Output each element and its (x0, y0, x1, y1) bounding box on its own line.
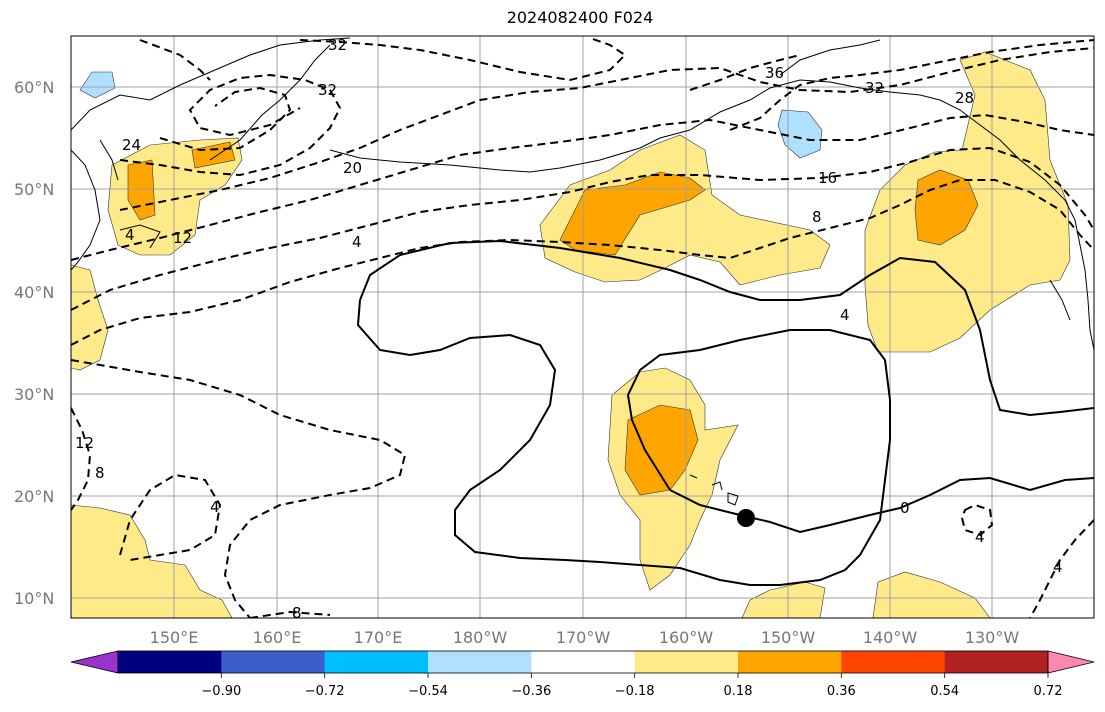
colorbar-tick-label: 0.54 (930, 684, 959, 699)
coastline-asia-west (71, 139, 161, 271)
contour-label: 8 (292, 604, 302, 622)
colorbar-segment (428, 651, 532, 673)
contour-label: 4 (352, 233, 362, 251)
colorbar-segment (944, 651, 1049, 673)
contour-label: 0 (900, 499, 910, 517)
contour-label: 24 (122, 136, 141, 154)
map-border (70, 35, 1095, 619)
lat-label: 40°N (14, 283, 54, 302)
colorbar-segment (841, 651, 946, 673)
latitude-labels: 60°N 50°N 40°N 30°N 20°N 10°N (14, 78, 54, 608)
coastline-alaska (689, 39, 1081, 246)
coastline-kamchatka (71, 37, 351, 161)
contour-neg-32b (729, 39, 1094, 131)
shade-region-west-yellow (71, 264, 109, 371)
lon-label: 140°W (863, 628, 918, 647)
contour-label-group: 32 32 36 32 28 24 20 16 12 8 4 4 0 4 8 1… (75, 36, 1063, 622)
contour-neg-28 (159, 86, 292, 152)
contour-neg-32 (139, 37, 627, 82)
lon-label: 160°E (253, 628, 302, 647)
contour-label: 28 (955, 89, 974, 107)
colorbar-tick-label: −0.18 (615, 684, 655, 699)
colorbar-tick-label: 0.36 (827, 684, 856, 699)
contour-label: 36 (765, 64, 784, 82)
colorbar-segment (634, 651, 739, 673)
lon-label: 130°W (965, 628, 1020, 647)
lat-label: 10°N (14, 589, 54, 608)
lon-label: 160°W (659, 628, 714, 647)
contour-se-loop (960, 503, 994, 537)
shade-region-south-yellow-2 (872, 571, 991, 618)
lat-label: 60°N (14, 78, 54, 97)
colorbar-segment (531, 651, 636, 673)
contour-label: 12 (173, 229, 192, 247)
colorbar-tick-label: −0.54 (408, 684, 448, 699)
lat-label: 50°N (14, 180, 54, 199)
contour-label: 4 (210, 498, 220, 516)
contour-positive-4 (359, 239, 1094, 417)
contour-neg-20 (119, 47, 1094, 211)
map-title: 2024082400 F024 (506, 8, 654, 27)
shaded-anomaly-regions (71, 51, 1071, 618)
contour-label: 4 (1053, 558, 1063, 576)
contour-neg-16 (71, 113, 1094, 261)
contour-positive-4b (356, 299, 891, 586)
lon-label: 150°W (761, 628, 816, 647)
contour-sw-12 (71, 407, 92, 511)
coastline-aleutians (329, 129, 691, 173)
contour-sw-loop (119, 473, 222, 561)
colorbar-outline (117, 650, 1049, 674)
coastline-hawaii (689, 474, 739, 506)
contour-label: 32 (865, 79, 884, 97)
contour-label: 12 (75, 434, 94, 452)
colorbar-extend-low (70, 650, 119, 674)
coastline-north-america (1049, 244, 1094, 351)
shade-region-sw-yellow (71, 504, 233, 618)
contour-label: 8 (812, 208, 822, 226)
contour-south-8 (249, 610, 331, 618)
colorbar-tick-label: −0.36 (511, 684, 551, 699)
shade-region-blue-1 (79, 71, 116, 99)
lon-label: 170°E (354, 628, 403, 647)
colorbar-tick-label: −0.90 (201, 684, 241, 699)
contour-neg-4 (71, 359, 407, 618)
colorbar-tick-label: −0.72 (305, 684, 345, 699)
contour-label: 16 (818, 169, 837, 187)
contour-neg-24 (119, 73, 342, 177)
colorbar-extend-high (1047, 650, 1095, 674)
shade-region-center-orange (624, 404, 699, 496)
contour-label: 4 (975, 528, 985, 546)
contour-label: 8 (95, 464, 105, 482)
contour-label: 20 (343, 159, 362, 177)
colorbar-tick-label: 0.72 (1034, 684, 1063, 699)
dashed-contour-lines (71, 37, 1094, 618)
colorbar-tick-label: 0.18 (724, 684, 753, 699)
colorbar-segment (738, 651, 842, 673)
contour-label: 32 (318, 81, 337, 99)
lat-label: 30°N (14, 385, 54, 404)
colorbar-segment (324, 651, 429, 673)
lon-label: 170°W (556, 628, 611, 647)
contour-neg-8 (71, 179, 1094, 346)
colorbar-segment (221, 651, 326, 673)
lon-label: 150°E (150, 628, 199, 647)
colorbar: −0.90 −0.72 −0.54 −0.36 −0.18 0.18 0.36 0.54 0.7… (70, 650, 1095, 699)
contour-label: 4 (125, 226, 135, 244)
lat-label: 20°N (14, 487, 54, 506)
contour-label: 32 (328, 36, 347, 54)
contour-neg-12 (71, 146, 1094, 311)
contour-label: 4 (840, 306, 850, 324)
colorbar-segment (118, 651, 222, 673)
shade-region-north-orange (559, 171, 706, 256)
longitude-labels: 150°E 160°E 170°E 180°W 170°W 160°W 150°… (150, 628, 1020, 647)
coastlines (71, 37, 1094, 506)
black-dot-marker (737, 509, 755, 527)
lon-label: 180°W (453, 628, 508, 647)
